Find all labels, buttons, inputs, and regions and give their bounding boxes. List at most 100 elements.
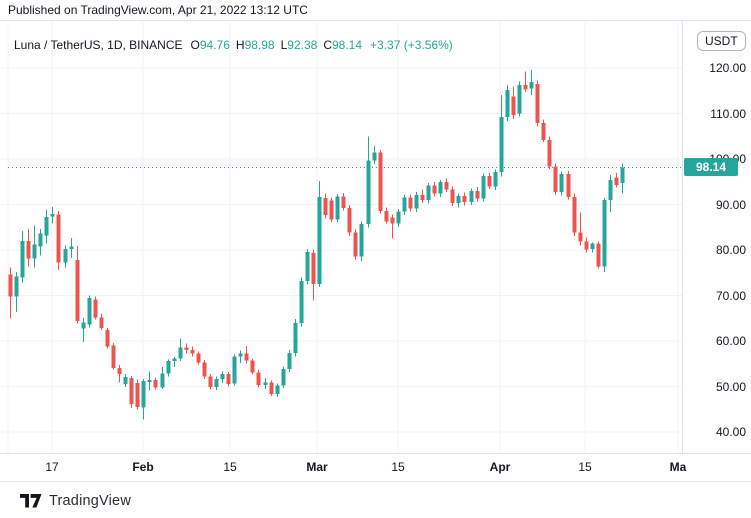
time-axis[interactable]: 17 Feb 15 Mar 15 Apr 15 Ma [0,453,751,482]
candle-body [141,381,146,408]
candle-body [220,373,225,379]
candle-body [232,356,237,384]
candle-body [456,195,461,204]
candle-body [481,175,486,199]
candle-body [450,189,455,204]
candle-body [153,380,158,388]
candle-body [541,123,546,140]
candle-body [202,362,207,377]
candle-body [444,182,449,190]
candle-body [56,214,61,263]
ohlc-open: O94.76 [190,38,230,52]
candle-body [299,280,304,323]
price-tick-label: 110.00 [710,106,746,121]
candle-body [38,233,43,247]
candle-body [432,185,437,194]
current-price-label: 98.14 [684,158,738,177]
price-change: +3.37 (+3.56%) [370,38,453,52]
candle-body [547,139,552,167]
tradingview-logo-icon[interactable] [20,494,42,508]
candle-body [184,347,189,351]
currency-unit-button[interactable]: USDT [697,31,746,51]
candle-body [335,196,340,220]
candle-body [323,198,328,215]
candle-body [341,196,346,209]
candle-body [566,174,571,197]
ohlc-close: C98.14 [323,38,363,52]
candle-body [535,83,540,124]
symbol-title: Luna / TetherUS, 1D, BINANCE [14,38,183,52]
candle-body [172,358,177,362]
candle-body [426,185,431,200]
time-axis-label: Apr [489,460,511,474]
candle-body [584,241,589,250]
price-tick-label: 120.00 [709,61,746,75]
candle-body [408,197,413,209]
candle-body [75,260,80,321]
candle-body [311,253,316,285]
candle-body [402,197,407,212]
candle-body [214,378,219,387]
candle-body [105,330,110,347]
candle-body [366,160,371,225]
candle-body [166,361,171,374]
candle-body [359,224,364,257]
candle-body [614,177,619,185]
tradingview-brand-text[interactable]: TradingView [49,493,131,509]
candle-body [559,174,564,193]
candle-body [20,240,25,278]
candle-body [244,353,249,361]
candle-body [420,194,425,200]
time-axis-label: 17 [45,460,59,474]
candle-body [69,246,74,250]
candle-body [269,382,274,394]
symbol-legend: Luna / TetherUS, 1D, BINANCE O94.76 H98.98… [14,38,453,52]
candlestick-chart[interactable] [0,22,683,453]
price-tick-label: 60.00 [715,334,746,348]
candle-body [572,196,577,233]
candle-body [529,82,534,89]
candle-body [517,84,522,114]
candle-body [50,214,55,217]
candle-body [353,232,358,257]
time-axis-label: Ma [669,460,687,474]
candle-body [384,210,389,222]
candle-body [511,96,516,115]
candle-body [462,195,467,203]
candle-body [438,182,443,194]
candle-body [372,152,377,161]
time-axis-label: Mar [306,460,328,474]
time-axis-label: Feb [132,460,154,474]
candle-body [196,353,201,363]
candle-body [44,216,49,236]
candle-body [305,251,310,281]
candle-body [190,350,195,354]
candle-body [81,322,86,329]
candle-body [347,208,352,233]
candle-body [523,84,528,90]
candle-body [469,190,474,203]
candle-body [250,360,255,373]
price-axis[interactable]: 98.14 120.00110.00100.0090.0080.0070.006… [683,22,751,453]
candle-body [135,382,140,407]
candle-body [256,372,261,386]
published-text: Published on TradingView.com, Apr 21, 20… [8,3,308,17]
candle-body [147,380,152,382]
candle-body [378,152,383,211]
candle-body [8,274,13,297]
time-axis-label: 15 [578,460,592,474]
candle-body [87,297,92,325]
candle-body [620,167,625,183]
candle-body [32,244,37,259]
candle-body [287,352,292,369]
candle-body [117,367,122,375]
candle-body [390,217,395,224]
candle-body [26,240,31,259]
candle-body [475,190,480,199]
candle-body [123,376,128,385]
ohlc-low: L92.38 [280,38,318,52]
candle-body [178,347,183,359]
candle-body [578,232,583,242]
candle-body [590,243,595,250]
